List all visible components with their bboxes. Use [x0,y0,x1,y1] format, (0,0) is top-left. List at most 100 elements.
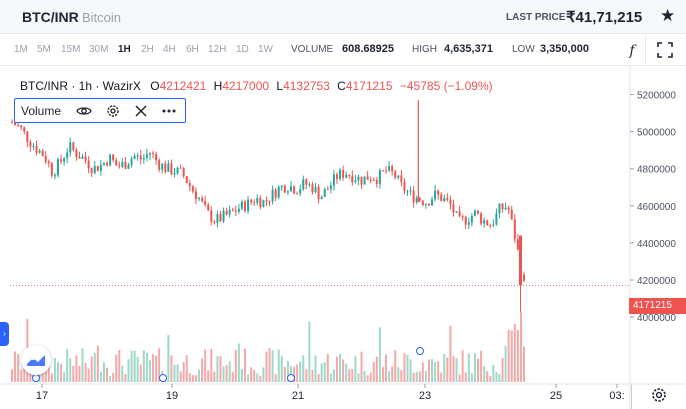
candle-body [127,164,130,169]
timeframe-button[interactable]: 6H [186,44,199,55]
volume-bar [265,351,268,382]
volume-bar [191,375,194,382]
volume-bar [210,348,213,382]
volume-bar [240,369,243,382]
low-value: 3,350,000 [540,43,589,55]
candle-body [421,200,424,206]
candle-body [207,204,210,211]
candle-body [99,164,102,171]
y-tick-label: 5000000 [637,128,676,139]
pair-symbol: BTC/INR [22,9,79,25]
gear-icon[interactable] [650,386,668,404]
timeframe-button[interactable]: 1D [236,44,249,55]
fullscreen-icon[interactable] [657,42,673,58]
candle-body [271,189,274,202]
timeframe-button[interactable]: 4H [163,44,176,55]
volume-bar [228,361,231,382]
candle-body [477,210,480,214]
candle-body [397,175,400,178]
volume-bar [109,375,112,382]
candle-body [320,196,323,200]
timeframe-button[interactable]: 30M [89,44,109,55]
candle-body [391,165,394,172]
y-tick-label: 4800000 [637,165,676,176]
low-label: LOW [512,44,535,55]
time-axis-divider [631,385,632,409]
candle-body [467,222,470,225]
candle-body [274,189,277,198]
volume-bar [443,353,446,382]
candle-body [201,198,204,202]
volume-bar [345,363,348,382]
volume-bar [237,343,240,382]
candle-body [145,154,148,158]
candle-body [106,162,109,166]
candle-body [483,220,486,224]
volume-bar [29,370,32,382]
candle-body [69,142,72,153]
volume-bar [283,366,286,382]
timeframe-button[interactable]: 12H [208,44,227,55]
candle-body [225,210,228,215]
candle-body [179,167,182,169]
close-icon[interactable] [133,103,149,119]
candle-body [473,210,476,216]
legend-change: −45785 (−1.09%) [399,79,493,93]
volume-bar [510,330,513,382]
timeframe-button[interactable]: 5M [37,44,51,55]
volume-bar [415,371,418,382]
candle-body [498,203,501,214]
candle-body [176,167,179,174]
pair-name: Bitcoin [82,10,122,25]
timeframe-button[interactable]: 2H [141,44,154,55]
volume-bar [207,370,210,382]
eye-icon[interactable] [76,103,92,119]
x-tick-label: 23 [419,390,431,402]
volume-bar [72,365,75,382]
y-tick-label: 4600000 [637,202,676,213]
candle-body [158,160,161,170]
legend-open: 4212421 [159,79,207,93]
volume-bar [69,358,72,382]
volume-bar [14,351,17,382]
volume-bar [418,371,421,382]
candle-body [461,216,464,218]
candle-body [29,141,32,147]
volume-bar [106,367,109,382]
volume-bar [136,357,139,382]
volume-bar [188,373,191,382]
volume-bar [66,348,69,382]
candle-body [56,159,59,176]
candle-body [93,165,96,174]
star-icon[interactable]: ★ [660,6,676,25]
tradingview-logo-icon[interactable] [21,345,51,375]
volume-bar [277,349,280,382]
volume-study-pane[interactable]: Volume [14,98,186,123]
volume-bar [332,369,335,382]
candle-body [210,210,213,222]
volume-bar [293,366,296,382]
volume-bar [409,359,412,382]
volume-bar [222,366,225,382]
settings-icon[interactable] [105,103,121,119]
volume-bar [115,354,118,382]
candle-body [363,176,366,185]
left-panel-toggle[interactable]: › [0,322,9,346]
indicators-icon[interactable]: f [629,43,635,59]
timeframe-button[interactable]: 1W [258,44,273,55]
candle-body [63,158,66,162]
price-chart[interactable]: 5200000 5000000 4800000 4600000 4400000 42000… [0,66,686,409]
more-icon[interactable] [161,103,177,119]
volume-bar [84,362,87,382]
volume-bar [473,353,476,382]
timeframe-button[interactable]: 15M [61,44,81,55]
volume-bar [185,355,188,382]
timeframe-button[interactable]: 1M [14,44,28,55]
candle-body [418,198,421,201]
volume-bar [354,355,357,382]
volume-bar [498,374,501,382]
legend-close: 4171215 [345,79,393,93]
timeframe-button[interactable]: 1H [118,44,131,55]
candle-body [345,174,348,178]
